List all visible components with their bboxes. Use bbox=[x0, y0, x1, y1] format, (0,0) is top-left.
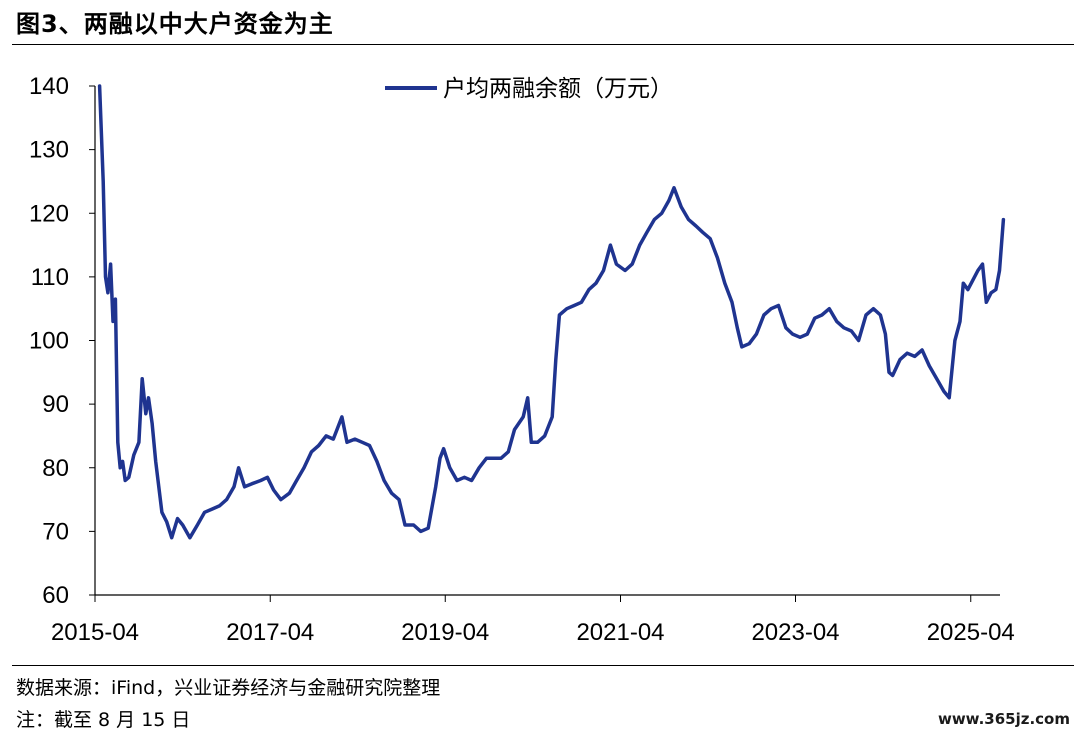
x-tick-label: 2023-04 bbox=[751, 619, 839, 646]
legend-label: 户均两融余额（万元） bbox=[443, 76, 673, 102]
y-tick-label: 80 bbox=[42, 455, 69, 482]
y-tick-label: 130 bbox=[29, 137, 69, 164]
footer-rule bbox=[12, 665, 1074, 666]
x-tick-label: 2017-04 bbox=[226, 619, 314, 646]
y-tick-label: 110 bbox=[31, 264, 69, 291]
y-tick-label: 120 bbox=[29, 200, 69, 227]
x-tick-label: 2015-04 bbox=[51, 619, 139, 646]
chart-legend: 户均两融余额（万元） bbox=[385, 76, 673, 102]
date-note: 注：截至 8 月 15 日 bbox=[16, 709, 191, 731]
chart-series bbox=[97, 84, 1006, 540]
watermark-text: www.365jz.com bbox=[937, 710, 1070, 728]
chart-axes: 60 70 80 90 100 110 120 130 140 2015-04 2017-04 201… bbox=[29, 73, 1015, 646]
y-tick-label: 70 bbox=[42, 518, 69, 545]
y-tick-label: 100 bbox=[29, 328, 69, 355]
x-tick-label: 2025-04 bbox=[927, 619, 1015, 646]
source-note: 数据来源：iFind，兴业证券经济与金融研究院整理 bbox=[16, 677, 441, 699]
title-rule bbox=[12, 44, 1074, 45]
y-tick-label: 140 bbox=[29, 73, 69, 100]
figure-title: 图3、两融以中大户资金为主 bbox=[16, 10, 334, 38]
x-tick-label: 2019-04 bbox=[401, 619, 489, 646]
x-tick-label: 2021-04 bbox=[576, 619, 664, 646]
series-line-0 bbox=[97, 84, 1006, 540]
y-tick-label: 60 bbox=[42, 582, 69, 609]
y-tick-label: 90 bbox=[42, 391, 69, 418]
